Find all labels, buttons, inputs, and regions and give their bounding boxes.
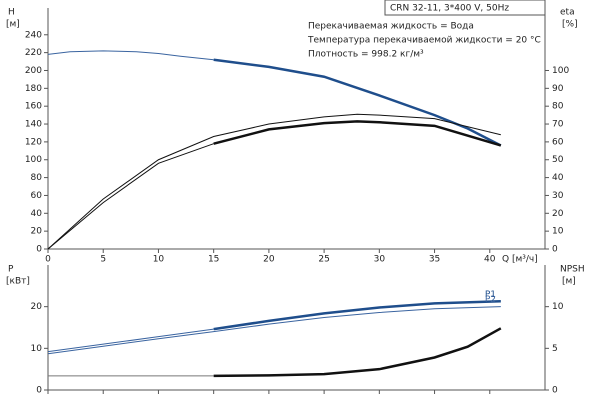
y2-axis-label: NPSH [560,265,585,275]
y2-axis-unit: [м] [562,277,576,287]
y-tick-label: 100 [25,155,42,165]
y-tick-label: 80 [31,173,43,183]
y2-tick-label: 70 [552,120,564,130]
y-tick-label: 20 [31,302,43,312]
x-tick-label: 40 [484,255,496,265]
y2-tick-label: 0 [552,386,558,396]
curve [213,327,502,378]
y-tick-label: 10 [31,344,43,354]
x-tick-label: 30 [374,255,386,265]
y-axis-label: P [8,265,14,275]
y2-tick-label: 60 [552,137,564,147]
y-axis-unit: [кВт] [6,277,30,287]
y2-tick-label: 0 [552,245,558,255]
y-tick-label: 160 [25,102,42,112]
y-tick-label: 120 [25,137,42,147]
y-tick-label: 180 [25,84,42,94]
y2-tick-label: 50 [552,155,564,165]
curve [47,328,214,353]
x-tick-label: 35 [429,255,440,265]
x-tick-label: 25 [318,255,329,265]
curve [47,306,501,355]
y2-axis-label: eta [560,8,575,18]
y-tick-label: 0 [36,386,42,396]
axes-frame [47,8,546,250]
y-tick-label: 0 [36,245,42,255]
y-tick-label: 40 [31,209,43,219]
curve [213,300,501,331]
y2-tick-label: 40 [552,173,564,183]
y2-tick-label: 30 [552,191,564,201]
info-box-title: CRN 32-11, 3*400 V, 50Hz [390,4,509,14]
y2-tick-label: 10 [552,302,564,312]
y2-tick-label: 100 [552,66,569,76]
axes-frame [47,265,546,391]
y2-axis-unit: [%] [562,20,578,30]
x-tick-label: 10 [153,255,165,265]
x-tick-label: 15 [208,255,219,265]
x-tick-label: 20 [263,255,275,265]
info-box [384,0,546,16]
y-tick-label: 200 [25,66,42,76]
y-axis-label: H [8,8,15,18]
y-tick-label: 20 [31,227,43,237]
curve [213,58,502,147]
curve [47,50,214,61]
y-tick-label: 240 [25,30,42,40]
curve [47,113,501,250]
series-label: P2 [485,295,496,305]
x-tick-label: 5 [100,255,106,265]
curve [213,120,502,147]
x-axis-label: Q [м³/ч] [502,255,538,265]
x-tick-label: 0 [45,255,51,265]
annotation: Перекачиваемая жидкость = Вода [308,22,474,32]
y2-tick-label: 5 [552,344,558,354]
annotation: Температура перекачиваемой жидкости = 20… [307,36,541,46]
y2-tick-label: 90 [552,84,564,94]
annotation: Плотность = 998.2 кг/м³ [308,50,424,60]
y-axis-unit: [м] [6,20,20,30]
y-tick-label: 220 [25,48,42,58]
y-tick-label: 60 [31,191,43,201]
y2-tick-label: 20 [552,209,564,219]
y2-tick-label: 80 [552,102,564,112]
curve [47,143,214,250]
series-label: P1 [485,290,496,300]
y-tick-label: 140 [25,120,42,130]
y2-tick-label: 10 [552,227,564,237]
